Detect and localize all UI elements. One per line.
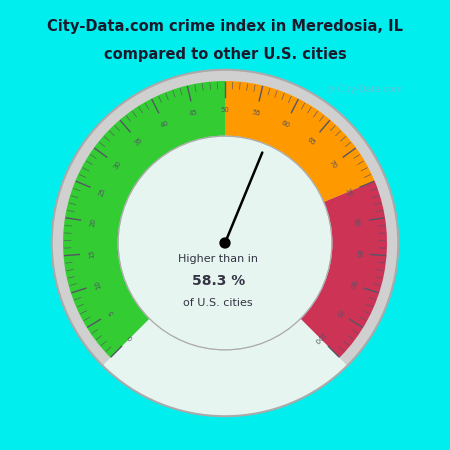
Text: 40: 40 [159,120,170,129]
Text: 70: 70 [328,159,338,170]
Text: 25: 25 [98,187,106,197]
Text: 5: 5 [108,309,115,316]
Text: 100: 100 [312,330,326,344]
Text: 45: 45 [189,109,199,117]
Text: 80: 80 [353,217,360,227]
Text: 35: 35 [133,136,144,147]
Text: 85: 85 [355,249,361,258]
Wedge shape [301,181,387,358]
Circle shape [118,136,332,350]
Text: 65: 65 [306,136,317,147]
Wedge shape [225,81,375,202]
Text: 90: 90 [347,279,356,289]
Circle shape [52,70,398,416]
Text: 50: 50 [220,107,230,113]
Circle shape [220,238,230,248]
Text: 20: 20 [90,217,97,227]
Text: 30: 30 [112,159,122,170]
Text: of U.S. cities: of U.S. cities [184,297,253,308]
Text: compared to other U.S. cities: compared to other U.S. cities [104,46,346,62]
Wedge shape [52,70,398,365]
Wedge shape [52,70,398,365]
Wedge shape [63,81,225,358]
Text: 0: 0 [127,333,135,341]
Text: 10: 10 [94,279,103,289]
Text: City-Data.com crime index in Meredosia, IL: City-Data.com crime index in Meredosia, … [47,19,403,35]
Text: 95: 95 [334,307,343,318]
Text: 15: 15 [89,249,95,258]
Text: 55: 55 [251,109,261,117]
Text: 58.3 %: 58.3 % [192,274,245,288]
Text: 75: 75 [344,187,352,197]
Text: ◔ City-Data.com: ◔ City-Data.com [327,86,402,94]
Text: 60: 60 [280,120,291,129]
Text: Higher than in: Higher than in [178,254,258,264]
